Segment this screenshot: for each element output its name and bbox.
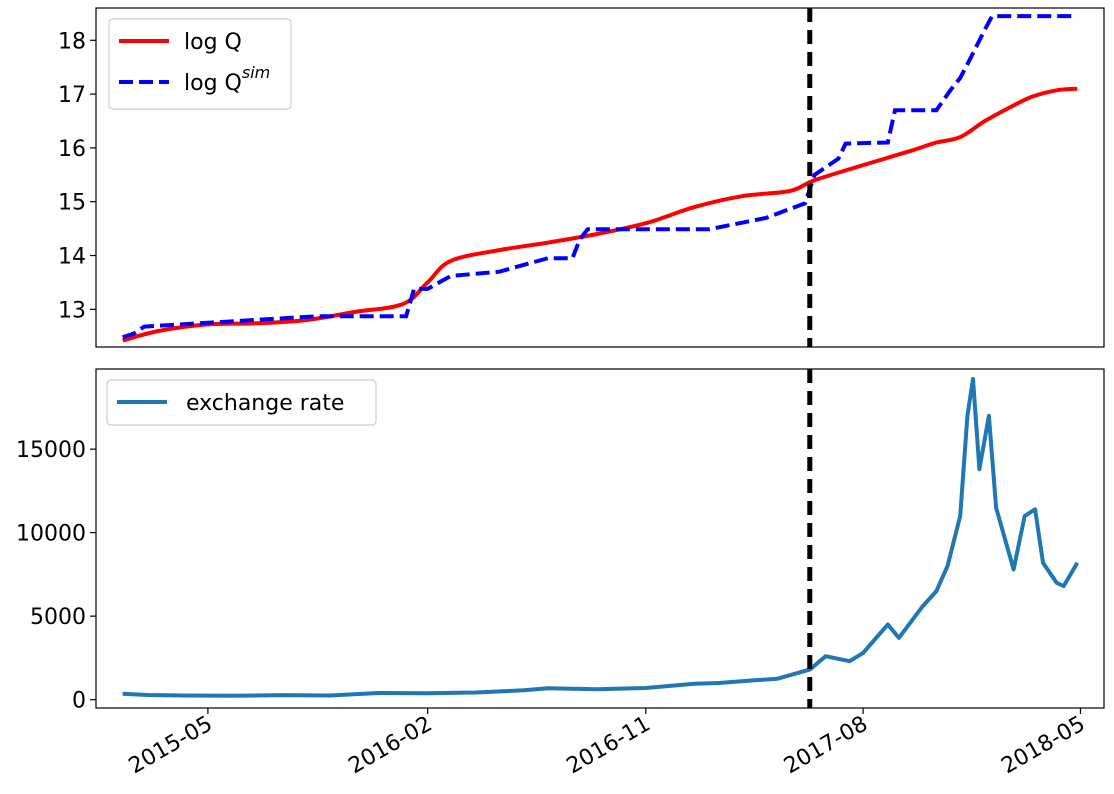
- bottom-ytick-label: 5000: [30, 605, 86, 630]
- legend-label-log-q-sim-base: log Q: [184, 71, 242, 96]
- xtick-label: 2015-05: [125, 712, 217, 780]
- bottom-axes-frame: [95, 368, 1105, 709]
- xtick-label: 2016-02: [345, 712, 437, 780]
- top-panel: 13 14 15 16 17 18 log Q log Qsim: [58, 7, 1105, 348]
- legend-label-log-q: log Q: [184, 30, 242, 55]
- xtick-label: 2017-08: [780, 712, 872, 780]
- bottom-yticks: 0 5000 10000 15000: [16, 438, 96, 714]
- bottom-ytick-label: 10000: [16, 522, 86, 547]
- top-ytick-label: 14: [58, 245, 86, 270]
- top-ytick-label: 15: [58, 191, 86, 216]
- bottom-xticks: 2015-05 2016-02 2016-11 2017-08 2018-05: [125, 708, 1089, 780]
- top-ytick-label: 16: [58, 137, 86, 162]
- legend-label-log-q-sim-sup: sim: [242, 63, 270, 82]
- top-legend: log Q log Qsim: [108, 18, 292, 110]
- series-exchange-rate-line: [122, 377, 1080, 698]
- bottom-legend: exchange rate: [106, 379, 377, 426]
- xtick-label: 2016-11: [563, 712, 655, 780]
- legend-label-exchange-rate: exchange rate: [186, 391, 344, 416]
- top-yticks: 13 14 15 16 17 18: [58, 29, 96, 323]
- series-log-q-line: [122, 86, 1078, 343]
- top-ytick-label: 17: [58, 83, 86, 108]
- bottom-legend-box: [106, 379, 377, 426]
- bottom-ytick-label: 15000: [16, 438, 86, 463]
- xtick-label: 2018-05: [997, 712, 1089, 780]
- legend-label-log-q-sim: log Qsim: [184, 63, 270, 96]
- bottom-ytick-label: 0: [72, 689, 86, 714]
- top-axes-frame: [95, 7, 1105, 348]
- top-ytick-label: 13: [58, 298, 86, 323]
- top-ytick-label: 18: [58, 29, 86, 54]
- series-log-q-sim-line: [122, 14, 1078, 340]
